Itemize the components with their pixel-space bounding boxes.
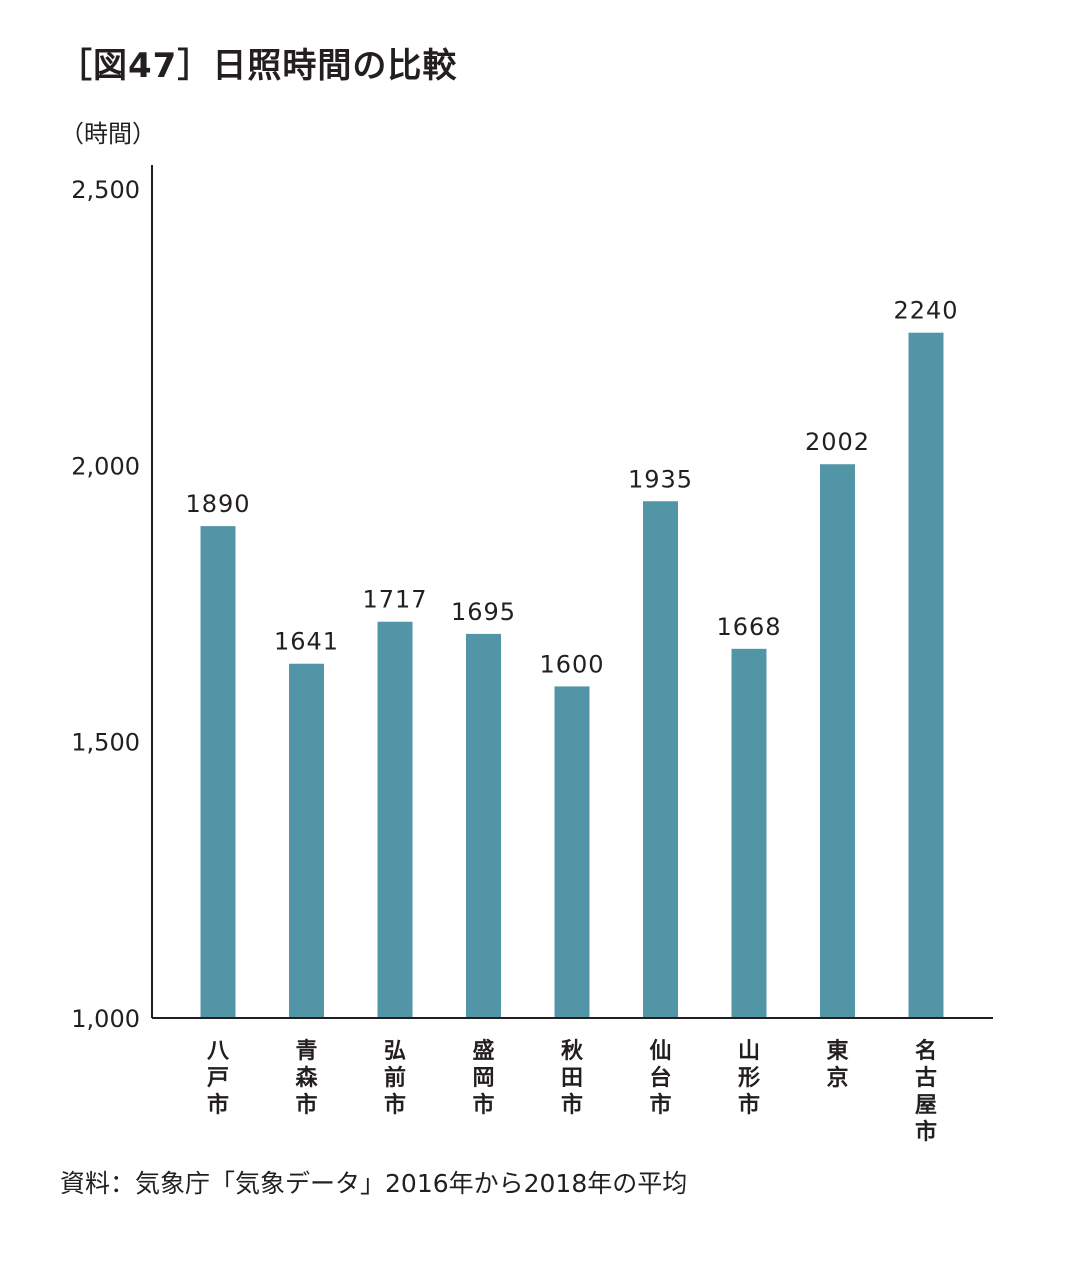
bar: [289, 663, 324, 1018]
x-category-label: 名古屋市: [915, 1038, 937, 1145]
y-tick-label: 2,000: [71, 452, 140, 480]
y-tick-label: 1,000: [71, 1005, 140, 1033]
bar-value-label: 1935: [628, 465, 693, 493]
bar-value-label: 2240: [893, 297, 958, 325]
y-tick-label: 2,500: [71, 176, 140, 204]
x-category-label: 盛岡市: [472, 1038, 494, 1118]
bar: [466, 633, 501, 1018]
bar: [820, 464, 855, 1018]
bar: [200, 526, 236, 1018]
bar-value-label: 1717: [362, 586, 427, 614]
y-axis-unit-label: （時間）: [60, 120, 156, 148]
bar-value-label: 1600: [539, 650, 604, 678]
bar: [731, 648, 767, 1018]
bar-value-label: 1890: [185, 490, 250, 518]
bar-value-label: 1641: [274, 628, 339, 656]
x-category-label: 東京: [826, 1039, 848, 1091]
bar: [643, 501, 678, 1018]
data-labels-group: 1890 1641 1717 1695 1600 1935 1668 2002 2240: [185, 297, 958, 679]
source-note: 資料：気象庁「気象データ」2016年から2018年の平均: [60, 1169, 688, 1198]
bar: [554, 686, 590, 1018]
y-axis-ticks-group: 1,000 1,500 2,000 2,500: [71, 176, 140, 1033]
x-category-label: 山形市: [738, 1039, 760, 1118]
x-category-label: 秋田市: [561, 1039, 584, 1118]
x-category-label: 仙台市: [649, 1038, 671, 1118]
x-axis-categories-group: 八戸市 青森市 弘前市 盛岡市 秋田市 仙台市 山形市 東京 名古屋市: [207, 1038, 937, 1145]
x-category-label: 八戸市: [207, 1039, 230, 1118]
y-tick-label: 1,500: [71, 729, 140, 757]
bars-group: [200, 332, 944, 1018]
bar: [908, 332, 944, 1018]
bar-value-label: 2002: [805, 428, 870, 456]
x-category-label: 青森市: [295, 1039, 318, 1118]
chart-title: ［図47］日照時間の比較: [58, 46, 458, 86]
bar-value-label: 1695: [451, 598, 516, 626]
x-category-label: 弘前市: [384, 1039, 406, 1118]
bar-value-label: 1668: [716, 613, 781, 641]
bar: [377, 621, 413, 1018]
